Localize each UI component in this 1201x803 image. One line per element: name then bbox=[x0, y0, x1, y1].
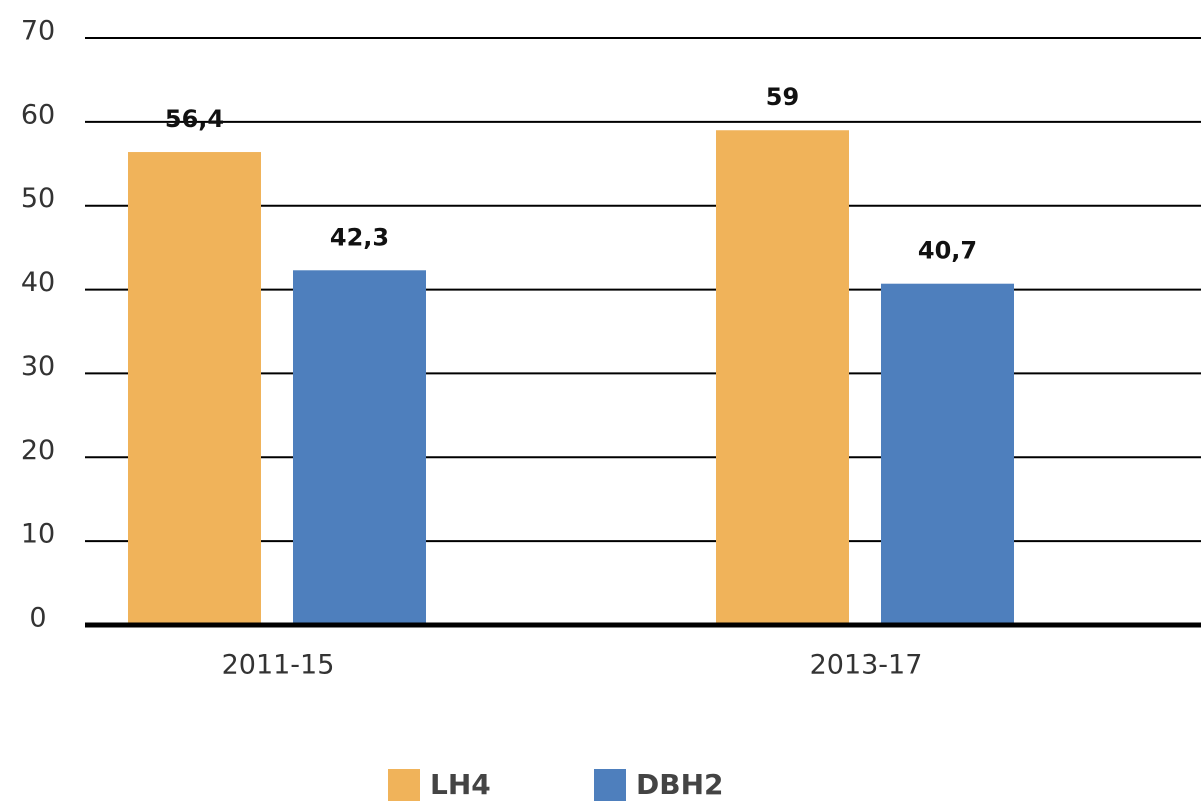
x-tick-label: 2013-17 bbox=[810, 650, 923, 681]
y-tick-label: 50 bbox=[21, 183, 55, 214]
y-tick-label: 60 bbox=[21, 99, 55, 130]
legend-swatch bbox=[388, 769, 420, 801]
bar bbox=[716, 130, 849, 625]
value-label: 40,7 bbox=[918, 237, 977, 265]
y-tick-label: 20 bbox=[21, 435, 55, 466]
legend-label: DBH2 bbox=[636, 768, 724, 801]
value-label: 56,4 bbox=[165, 105, 224, 133]
x-tick-label: 2011-15 bbox=[222, 650, 335, 681]
y-tick-label: 0 bbox=[29, 603, 46, 634]
legend-label: LH4 bbox=[430, 768, 491, 801]
bar bbox=[881, 283, 1014, 625]
legend-swatch bbox=[594, 769, 626, 801]
y-tick-label: 10 bbox=[21, 519, 55, 550]
value-label: 42,3 bbox=[330, 223, 389, 251]
y-tick-label: 30 bbox=[21, 351, 55, 382]
bar bbox=[293, 270, 426, 625]
y-tick-label: 70 bbox=[21, 16, 55, 47]
bar bbox=[128, 152, 261, 625]
y-tick-label: 40 bbox=[21, 267, 55, 298]
value-label: 59 bbox=[766, 83, 799, 111]
